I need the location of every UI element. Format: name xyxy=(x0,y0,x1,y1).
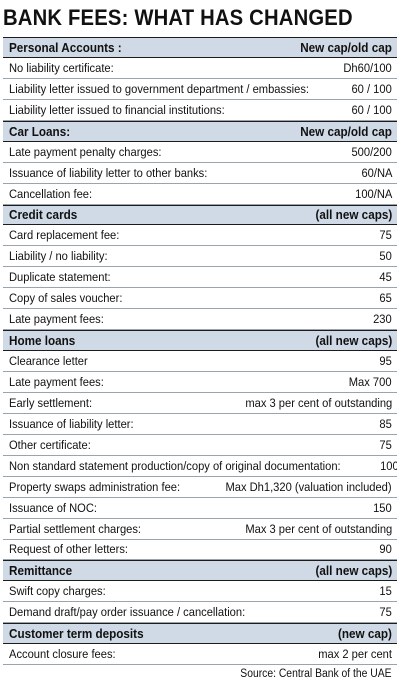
section-name: Remittance xyxy=(9,563,73,579)
fee-value: 75 xyxy=(379,605,392,620)
fee-value: 60 / 100 xyxy=(351,81,392,96)
section-cap-note: (all new caps) xyxy=(315,207,392,223)
fee-label: Request of other letters: xyxy=(9,542,129,557)
fee-row: Swift copy charges: 15 xyxy=(3,581,397,603)
fee-label: Late payment penalty charges: xyxy=(9,144,162,159)
fee-label: Late payment fees: xyxy=(9,312,104,327)
fee-value: Max Dh1,320 (valuation included) xyxy=(225,479,392,494)
section-cap-note: New cap/old cap xyxy=(300,123,392,139)
fee-row: Issuance of liability letter: 85 xyxy=(3,413,397,435)
section-name: Home loans xyxy=(9,333,76,349)
fee-row: Request of other letters: 90 xyxy=(3,539,397,561)
fee-value: 75 xyxy=(379,437,392,452)
fee-row: Other certificate: 75 xyxy=(3,435,397,456)
fee-label: No liability certificate: xyxy=(9,60,114,75)
fee-row: Card replacement fee: 75 xyxy=(3,225,397,247)
fee-value: max 3 per cent of outstanding xyxy=(245,395,392,410)
fee-row: Liability / no liability: 50 xyxy=(3,246,397,268)
fee-label: Early settlement: xyxy=(9,395,93,410)
fee-value: 50 xyxy=(379,249,392,264)
fee-value: Dh60/100 xyxy=(343,60,392,75)
fee-value: 230 xyxy=(373,312,392,327)
fee-label: Liability / no liability: xyxy=(9,249,108,264)
fee-row: Copy of sales voucher: 65 xyxy=(3,288,397,310)
fee-label: Card replacement fee: xyxy=(9,228,120,243)
fee-value: 15 xyxy=(379,584,392,599)
infographic: BANK FEES: WHAT HAS CHANGED Personal Acc… xyxy=(3,5,397,681)
fee-label: Clearance letter xyxy=(9,354,88,369)
fee-value: 65 xyxy=(379,291,392,306)
fee-value: 100/NA xyxy=(354,186,392,201)
fee-label: Other certificate: xyxy=(9,437,91,452)
section-header: Remittance (all new caps) xyxy=(3,560,397,582)
fee-value: Max 3 per cent of outstanding xyxy=(245,521,392,536)
section-header: Home loans (all new caps) xyxy=(3,330,397,352)
section-header: Credit cards (all new caps) xyxy=(3,204,397,226)
fee-label: Non standard statement production/copy o… xyxy=(9,458,341,473)
fee-row: Issuance of liability letter to other ba… xyxy=(3,162,397,184)
section-header: Personal Accounts : New cap/old cap xyxy=(3,37,397,58)
fee-value: 500/200 xyxy=(351,144,392,159)
fee-label: Partial settlement charges: xyxy=(9,521,142,536)
fee-label: Swift copy charges: xyxy=(9,584,106,599)
fee-value: 90 xyxy=(379,542,392,557)
section-cap-note: (all new caps) xyxy=(315,563,392,579)
fee-label: Cancellation fee: xyxy=(9,186,93,201)
fee-label: Liability letter issued to financial ins… xyxy=(9,102,225,117)
fee-row: Property swaps administration fee: Max Dh… xyxy=(3,477,397,498)
fee-row: Liability letter issued to government de… xyxy=(3,78,397,100)
section-name: Car Loans: xyxy=(9,123,71,139)
fee-row: Cancellation fee: 100/NA xyxy=(3,184,397,205)
fee-label: Property swaps administration fee: xyxy=(9,479,181,494)
fee-row: Late payment penalty charges: 500/200 xyxy=(3,142,397,163)
page-title: BANK FEES: WHAT HAS CHANGED xyxy=(3,5,353,30)
fee-row: Duplicate statement: 45 xyxy=(3,267,397,289)
fee-row: Early settlement: max 3 per cent of outst… xyxy=(3,393,397,414)
source-note: Source: Central Bank of the UAE xyxy=(240,668,392,681)
fee-label: Duplicate statement: xyxy=(9,270,111,285)
fee-label: Liability letter issued to government de… xyxy=(9,81,310,96)
section-cap-note: (all new caps) xyxy=(315,333,392,349)
section-cap-note: New cap/old cap xyxy=(300,39,392,55)
section-name: Credit cards xyxy=(9,207,78,223)
fee-row: Late payment fees: 230 xyxy=(3,309,397,331)
fee-value: max 2 per cent xyxy=(318,647,392,662)
fee-row: Partial settlement charges: Max 3 per cen… xyxy=(3,519,397,540)
fee-value: 60 / 100 xyxy=(351,102,392,117)
fee-value: 45 xyxy=(379,270,392,285)
fee-value: 60/NA xyxy=(361,165,392,180)
fee-row: Liability letter issued to financial ins… xyxy=(3,100,397,121)
fee-label: Copy of sales voucher: xyxy=(9,291,123,306)
section-name: Personal Accounts : xyxy=(9,39,122,55)
fee-value: 150 xyxy=(373,500,392,515)
fee-table: Personal Accounts : New cap/old cap No lia… xyxy=(3,37,397,666)
fee-label: Account closure fees: xyxy=(9,647,116,662)
fee-label: Issuance of liability letter: xyxy=(9,416,134,431)
section-name: Customer term deposits xyxy=(9,626,144,642)
section-header: Car Loans: New cap/old cap xyxy=(3,120,397,142)
fee-value: Max 700 xyxy=(349,374,392,389)
fee-label: Demand draft/pay order issuance / cancel… xyxy=(9,605,246,620)
fee-value: 85 xyxy=(379,416,392,431)
fee-value: 75 xyxy=(379,228,392,243)
fee-row: No liability certificate: Dh60/100 xyxy=(3,58,397,79)
section-cap-note: (new cap) xyxy=(338,626,392,642)
fee-row: Late payment fees: Max 700 xyxy=(3,372,397,393)
fee-value: 95 xyxy=(379,354,392,369)
fee-label: Issuance of liability letter to other ba… xyxy=(9,165,208,180)
fee-label: Issuance of NOC: xyxy=(9,500,98,515)
fee-label: Late payment fees: xyxy=(9,374,104,389)
fee-row: Clearance letter 95 xyxy=(3,351,397,372)
fee-row: Account closure fees: max 2 per cent xyxy=(3,644,397,666)
fee-row: Issuance of NOC: 150 xyxy=(3,497,397,519)
fee-value: 100 xyxy=(379,458,397,473)
section-header: Customer term deposits (new cap) xyxy=(3,623,397,645)
fee-row: Demand draft/pay order issuance / cancel… xyxy=(3,602,397,624)
fee-row: Non standard statement production/copy o… xyxy=(3,455,397,477)
